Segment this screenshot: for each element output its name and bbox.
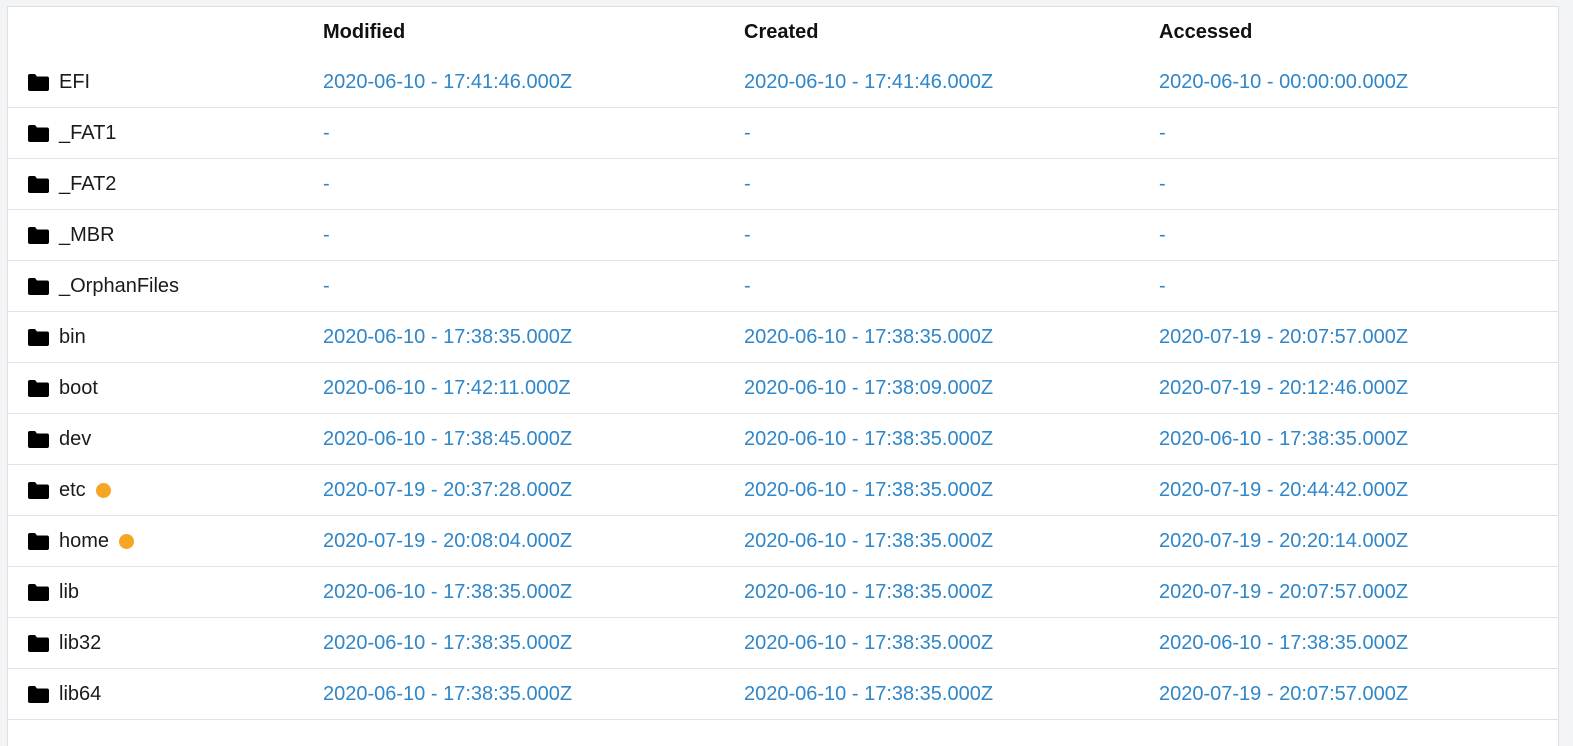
accessed-timestamp[interactable]: 2020-07-19 - 20:07:57.000Z — [1159, 326, 1409, 348]
name-cell[interactable]: lib64 — [28, 681, 101, 707]
accessed-timestamp[interactable]: - — [1159, 275, 1166, 297]
folder-name[interactable]: boot — [59, 376, 98, 399]
accessed-timestamp[interactable]: 2020-07-19 - 20:20:14.000Z — [1159, 530, 1409, 552]
column-header-modified[interactable]: Modified — [323, 21, 406, 43]
created-timestamp[interactable]: 2020-06-10 - 17:38:35.000Z — [744, 479, 994, 501]
folder-icon — [28, 685, 49, 703]
folder-icon — [28, 583, 49, 601]
table-row[interactable]: _FAT1 - - - — [8, 108, 1558, 159]
modified-timestamp[interactable]: 2020-06-10 - 17:38:45.000Z — [323, 428, 573, 450]
modified-timestamp[interactable]: 2020-06-10 - 17:38:35.000Z — [323, 326, 573, 348]
accessed-timestamp[interactable]: - — [1159, 122, 1166, 144]
created-timestamp[interactable]: - — [744, 224, 751, 246]
name-cell[interactable]: etc — [28, 477, 111, 503]
accessed-timestamp[interactable]: - — [1159, 224, 1166, 246]
accessed-timestamp[interactable]: 2020-06-10 - 17:38:35.000Z — [1159, 632, 1409, 654]
accessed-timestamp[interactable]: 2020-07-19 - 20:44:42.000Z — [1159, 479, 1409, 501]
accessed-timestamp[interactable]: - — [1159, 173, 1166, 195]
modified-timestamp[interactable]: 2020-06-10 - 17:38:35.000Z — [323, 683, 573, 705]
folder-name[interactable]: dev — [59, 427, 92, 450]
modified-timestamp[interactable]: 2020-07-19 - 20:08:04.000Z — [323, 530, 573, 552]
name-cell[interactable]: _MBR — [28, 222, 115, 248]
accessed-timestamp[interactable]: 2020-07-19 - 20:07:57.000Z — [1159, 581, 1409, 603]
folder-icon — [28, 124, 49, 142]
changed-marker-icon — [95, 482, 111, 498]
folder-name[interactable]: lib32 — [59, 631, 102, 654]
folder-name[interactable]: _OrphanFiles — [59, 274, 180, 297]
table-row[interactable]: bin 2020-06-10 - 17:38:35.000Z 2020-06-1… — [8, 312, 1558, 363]
accessed-timestamp[interactable]: 2020-07-19 - 20:07:57.000Z — [1159, 683, 1409, 705]
created-timestamp[interactable]: 2020-06-10 - 17:38:35.000Z — [744, 530, 994, 552]
folder-name[interactable]: _MBR — [59, 223, 115, 246]
created-timestamp[interactable]: 2020-06-10 - 17:38:35.000Z — [744, 326, 994, 348]
folder-icon — [28, 175, 49, 193]
folder-name[interactable]: _FAT2 — [59, 172, 117, 195]
folder-name[interactable]: home — [59, 529, 110, 552]
modified-timestamp[interactable]: 2020-06-10 - 17:41:46.000Z — [323, 71, 573, 93]
table-body: EFI 2020-06-10 - 17:41:46.000Z 2020-06-1… — [8, 57, 1558, 720]
created-timestamp[interactable]: 2020-06-10 - 17:38:35.000Z — [744, 683, 994, 705]
folder-name[interactable]: etc — [59, 478, 86, 501]
accessed-timestamp[interactable]: 2020-06-10 - 00:00:00.000Z — [1159, 71, 1409, 93]
modified-timestamp[interactable]: 2020-06-10 - 17:38:35.000Z — [323, 632, 573, 654]
created-timestamp[interactable]: 2020-06-10 - 17:38:35.000Z — [744, 428, 994, 450]
folder-icon — [28, 532, 49, 550]
accessed-timestamp[interactable]: 2020-07-19 - 20:12:46.000Z — [1159, 377, 1409, 399]
folder-name[interactable]: lib — [59, 580, 80, 603]
created-timestamp[interactable]: 2020-06-10 - 17:38:35.000Z — [744, 632, 994, 654]
created-timestamp[interactable]: 2020-06-10 - 17:38:09.000Z — [744, 377, 994, 399]
name-cell[interactable]: home — [28, 528, 135, 554]
modified-timestamp[interactable]: 2020-06-10 - 17:42:11.000Z — [323, 377, 571, 399]
folder-icon — [28, 328, 49, 346]
modified-timestamp[interactable]: - — [323, 275, 330, 297]
folder-name[interactable]: lib64 — [59, 682, 102, 705]
table-row[interactable]: home 2020-07-19 - 20:08:04.000Z 2020-06-… — [8, 516, 1558, 567]
modified-timestamp[interactable]: 2020-06-10 - 17:38:35.000Z — [323, 581, 573, 603]
modified-timestamp[interactable]: - — [323, 224, 330, 246]
name-cell[interactable]: boot — [28, 375, 98, 401]
table-row[interactable]: _OrphanFiles - - - — [8, 261, 1558, 312]
table-row[interactable]: dev 2020-06-10 - 17:38:45.000Z 2020-06-1… — [8, 414, 1558, 465]
folder-icon — [28, 226, 49, 244]
name-cell[interactable]: _OrphanFiles — [28, 273, 179, 299]
name-cell[interactable]: lib — [28, 579, 79, 605]
table-row[interactable]: boot 2020-06-10 - 17:42:11.000Z 2020-06-… — [8, 363, 1558, 414]
folder-name[interactable]: _FAT1 — [59, 121, 117, 144]
name-cell[interactable]: dev — [28, 426, 91, 452]
created-timestamp[interactable]: - — [744, 122, 751, 144]
table-row[interactable]: lib32 2020-06-10 - 17:38:35.000Z 2020-06… — [8, 618, 1558, 669]
table-row[interactable]: _FAT2 - - - — [8, 159, 1558, 210]
created-timestamp[interactable]: 2020-06-10 - 17:38:35.000Z — [744, 581, 994, 603]
modified-timestamp[interactable]: 2020-07-19 - 20:37:28.000Z — [323, 479, 573, 501]
folder-icon — [28, 379, 49, 397]
created-timestamp[interactable]: - — [744, 275, 751, 297]
folder-name[interactable]: bin — [59, 325, 86, 348]
table-row[interactable]: EFI 2020-06-10 - 17:41:46.000Z 2020-06-1… — [8, 57, 1558, 108]
folder-icon — [28, 430, 49, 448]
file-table: Modified Created Accessed EFI 2020-06-10… — [7, 6, 1559, 746]
created-timestamp[interactable]: - — [744, 173, 751, 195]
accessed-timestamp[interactable]: 2020-06-10 - 17:38:35.000Z — [1159, 428, 1409, 450]
table-row[interactable]: lib64 2020-06-10 - 17:38:35.000Z 2020-06… — [8, 669, 1558, 720]
folder-name[interactable]: EFI — [59, 70, 91, 93]
folder-icon — [28, 73, 49, 91]
column-header-accessed[interactable]: Accessed — [1159, 21, 1253, 43]
column-header-created[interactable]: Created — [744, 21, 819, 43]
folder-icon — [28, 481, 49, 499]
folder-icon — [28, 634, 49, 652]
folder-icon — [28, 277, 49, 295]
name-cell[interactable]: lib32 — [28, 630, 101, 656]
table-row[interactable]: _MBR - - - — [8, 210, 1558, 261]
table-row[interactable]: lib 2020-06-10 - 17:38:35.000Z 2020-06-1… — [8, 567, 1558, 618]
name-cell[interactable]: bin — [28, 324, 86, 350]
table-header: Modified Created Accessed — [8, 7, 1558, 57]
name-cell[interactable]: EFI — [28, 69, 90, 95]
created-timestamp[interactable]: 2020-06-10 - 17:41:46.000Z — [744, 71, 994, 93]
table-row[interactable]: etc 2020-07-19 - 20:37:28.000Z 2020-06-1… — [8, 465, 1558, 516]
name-cell[interactable]: _FAT1 — [28, 120, 116, 146]
changed-marker-icon — [119, 533, 135, 549]
modified-timestamp[interactable]: - — [323, 122, 330, 144]
name-cell[interactable]: _FAT2 — [28, 171, 116, 197]
modified-timestamp[interactable]: - — [323, 173, 330, 195]
